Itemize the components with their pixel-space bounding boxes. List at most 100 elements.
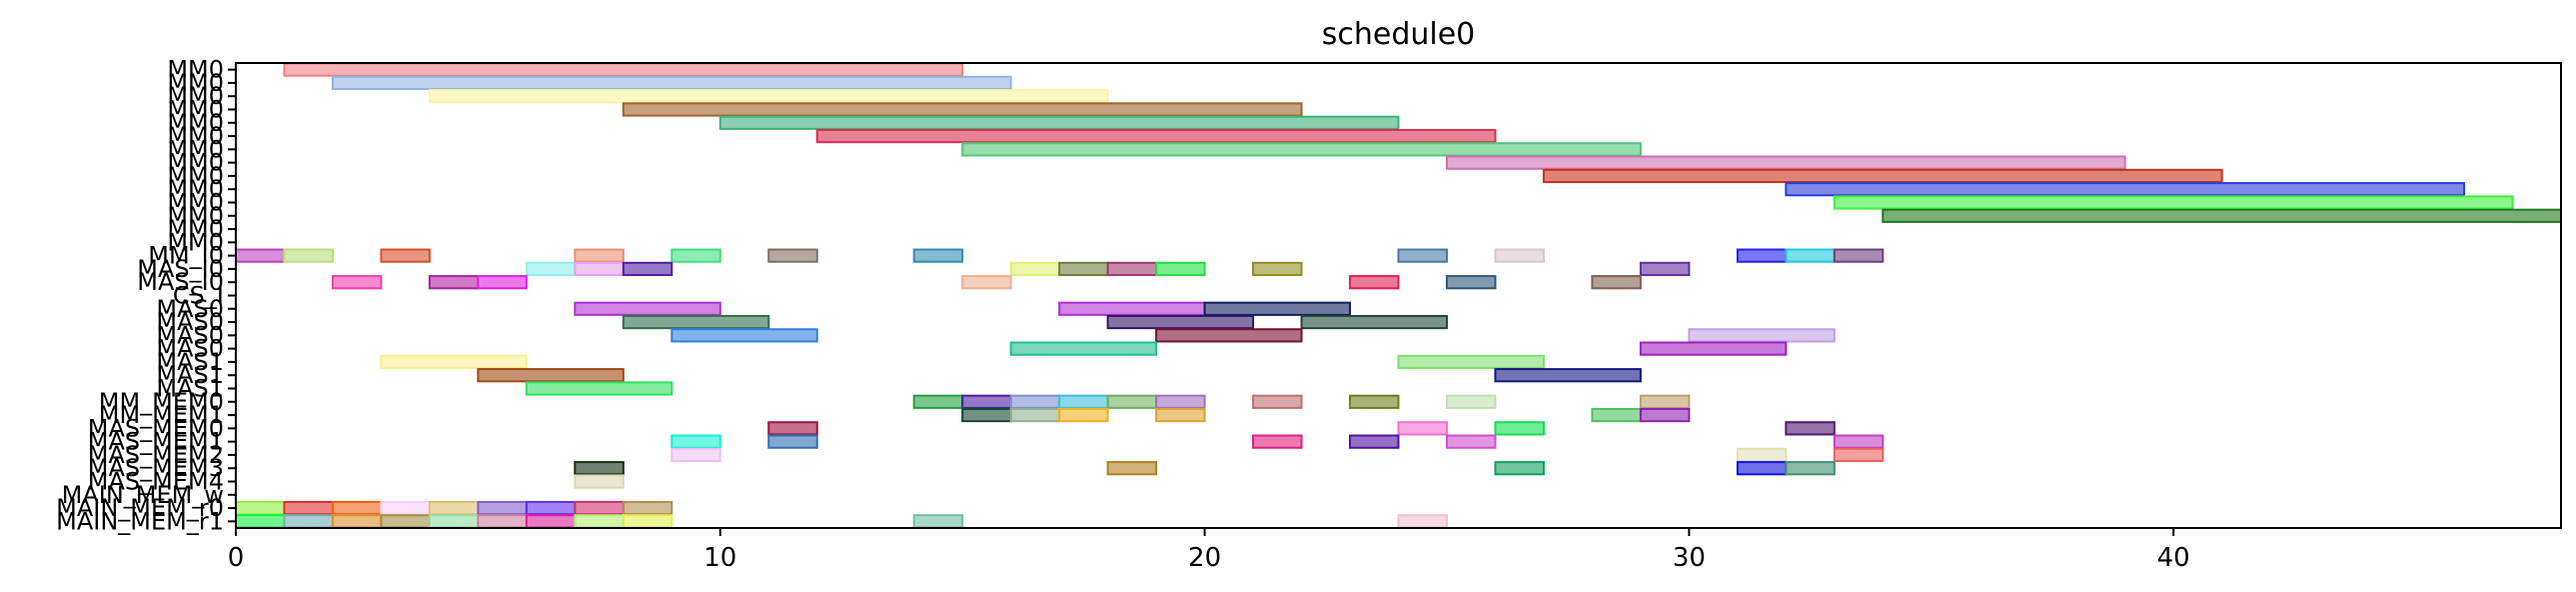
task-bar: [1882, 208, 2562, 223]
y-tick-label: MM0: [167, 149, 224, 177]
task-bar: [1058, 407, 1109, 423]
task-bar: [912, 394, 964, 409]
y-tick-label: MM0: [167, 202, 224, 230]
y-tick-label: MM0: [167, 122, 224, 150]
task-bar: [380, 248, 431, 263]
y-tick-label: MAS_I0: [137, 255, 224, 283]
task-bar: [912, 248, 964, 263]
task-bar: [1252, 261, 1303, 277]
task-bar: [1397, 248, 1448, 263]
task-bar: [525, 514, 577, 529]
task-bar: [1785, 248, 1836, 263]
task-bar: [1009, 407, 1061, 423]
task-bar: [331, 500, 383, 516]
task-bar: [1688, 328, 1836, 343]
task-bar: [477, 368, 625, 383]
task-bar: [912, 514, 964, 529]
task-bar: [1106, 394, 1158, 409]
task-bar: [1445, 434, 1497, 449]
task-bar: [380, 500, 431, 516]
task-bar: [1639, 407, 1691, 423]
task-bar: [574, 301, 721, 316]
task-bars: [235, 62, 2562, 529]
task-bar: [1833, 434, 1885, 449]
y-tick-label: MM0: [167, 109, 224, 137]
task-bar: [1203, 301, 1352, 316]
task-bar: [1155, 394, 1206, 409]
task-bar: [1833, 195, 2514, 210]
y-tick-label: MAS_I0: [137, 268, 224, 296]
task-bar: [1591, 407, 1642, 423]
task-bar: [1494, 421, 1545, 436]
task-bar: [1009, 261, 1061, 277]
y-tick-label: MAS1: [156, 348, 224, 376]
task-bar: [283, 62, 964, 77]
task-bar: [1155, 261, 1206, 277]
task-bar: [283, 514, 334, 529]
y-tick-label: MM0: [167, 162, 224, 190]
task-bar: [1736, 461, 1788, 476]
task-bar: [525, 500, 577, 516]
task-bar: [1736, 447, 1788, 463]
task-bar: [1591, 275, 1642, 290]
y-tick-label: MAS1: [156, 361, 224, 389]
task-bar: [1058, 301, 1206, 316]
y-tick-label: MAS_MEM3: [88, 454, 224, 482]
task-bar: [1349, 275, 1400, 290]
y-tick-label: MAS1: [156, 375, 224, 403]
task-bar: [235, 248, 286, 263]
task-bar: [670, 447, 721, 463]
task-bar: [1155, 328, 1303, 343]
task-bar: [622, 314, 770, 330]
task-bar: [1009, 341, 1158, 356]
task-bar: [477, 500, 528, 516]
task-bar: [235, 514, 286, 529]
task-bar: [331, 514, 383, 529]
task-bar: [1155, 407, 1206, 423]
task-bar: [815, 128, 1497, 144]
task-bar: [1494, 461, 1545, 476]
y-tick-label: MAS0: [156, 308, 224, 336]
task-bar: [1542, 168, 2223, 184]
task-bar: [961, 407, 1012, 423]
task-bar: [574, 514, 625, 529]
task-bar: [1494, 368, 1642, 383]
task-bar: [1349, 394, 1400, 409]
y-tick-label: MAS0: [156, 295, 224, 323]
y-axis: MM0MM0MM0MM0MM0MM0MM0MM0MM0MM0MM0MM0MM0M…: [56, 56, 236, 535]
task-bar: [1785, 461, 1836, 476]
task-bar: [1058, 394, 1109, 409]
y-tick-label: MAS_MEM1: [88, 428, 224, 456]
task-bar: [767, 434, 818, 449]
x-tick-label: 30: [1673, 543, 1706, 573]
task-bar: [331, 75, 1012, 91]
task-bar: [622, 514, 673, 529]
task-bar: [1736, 248, 1788, 263]
task-bar: [235, 500, 286, 516]
task-bar: [1785, 182, 2466, 197]
task-bar: [1009, 394, 1061, 409]
task-bar: [1349, 434, 1400, 449]
task-bar: [574, 500, 625, 516]
y-tick-label: MM_MEM0: [99, 388, 224, 416]
task-bar: [1106, 314, 1255, 330]
task-bar: [380, 514, 431, 529]
task-bar: [283, 248, 334, 263]
task-bar: [670, 328, 818, 343]
task-bar: [670, 248, 721, 263]
task-bar: [718, 115, 1400, 130]
y-tick-label: MM0: [167, 189, 224, 217]
task-bar: [1397, 514, 1448, 529]
task-bar: [670, 434, 721, 449]
task-bar: [767, 421, 818, 436]
task-bar: [1058, 261, 1109, 277]
task-bar: [622, 500, 673, 516]
task-bar: [477, 275, 528, 290]
y-tick-label: MAS_MEM4: [88, 468, 224, 496]
task-bar: [622, 261, 673, 277]
task-bar: [1106, 461, 1158, 476]
x-tick-label: 40: [2157, 543, 2190, 573]
task-bar: [525, 381, 673, 396]
